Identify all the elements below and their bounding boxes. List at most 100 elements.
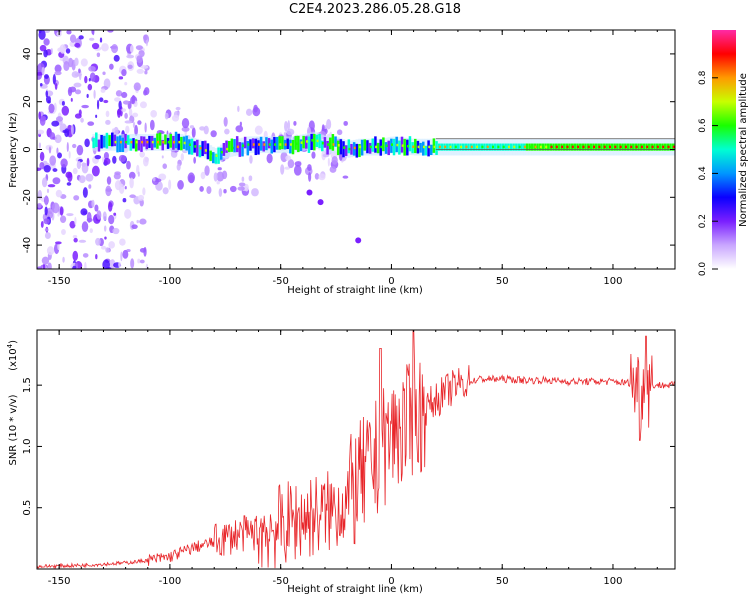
spectrogram-y-axis-label: Frequency (Hz) <box>8 112 19 188</box>
spectrum-blob <box>61 228 66 236</box>
ridge-cell <box>204 140 207 155</box>
ridge-cell <box>451 143 454 151</box>
spectrum-blob <box>124 186 127 190</box>
spectrum-blob <box>39 44 47 52</box>
y-tick-label: -20 <box>22 189 33 205</box>
x-tick-label: 50 <box>496 576 509 587</box>
spectrum-blob <box>54 134 62 144</box>
spectrum-blob <box>37 202 42 209</box>
ridge-peak <box>220 150 223 154</box>
ridge-peak <box>454 145 457 149</box>
spectrum-blob <box>327 157 330 167</box>
snr-y-multiplier: (x104) <box>6 340 19 371</box>
ridge-cell <box>174 131 178 149</box>
ridge-peak <box>561 145 564 149</box>
y-tick-label: 0.5 <box>22 500 33 516</box>
ridge-cell <box>427 140 430 157</box>
spectrum-blob <box>224 128 230 135</box>
ridge-peak <box>497 145 500 149</box>
ridge-peak <box>369 145 372 149</box>
ridge-cell <box>584 143 587 151</box>
x-tick-label: -150 <box>48 276 71 287</box>
spectrum-blob <box>38 142 42 149</box>
ridge-peak <box>385 144 388 148</box>
spectrum-blob <box>68 150 71 159</box>
spectrum-blob <box>129 194 136 199</box>
ridge-cell <box>100 134 103 149</box>
spectrum-blob <box>44 232 51 239</box>
ridge-peak <box>188 143 191 146</box>
spectrum-blob <box>39 82 43 87</box>
spectrum-blob <box>149 119 155 131</box>
ridge-peak <box>534 145 537 149</box>
spectrum-blob <box>81 221 89 233</box>
ridge-peak <box>476 145 479 149</box>
spectrum-blob <box>48 146 52 154</box>
ridge-cell <box>212 152 215 164</box>
snr-panel: -150 -100 -50 0 50 100 0.5 1.0 1.5 Height of st… <box>6 329 676 595</box>
ridge-cell <box>209 150 212 161</box>
spectrum-blob <box>122 249 129 259</box>
spectrum-blob <box>118 261 121 268</box>
ridge-cell <box>92 138 95 149</box>
ridge-peak <box>646 145 649 149</box>
ridge-cell <box>313 133 316 151</box>
spectrum-blob <box>287 159 295 169</box>
spectrum-blob <box>284 120 288 132</box>
spectrum-blob <box>307 164 312 171</box>
ridge-cell <box>461 143 465 151</box>
spectrum-blob <box>217 167 222 171</box>
ridge-cell <box>472 143 476 151</box>
ridge-cell <box>328 137 332 150</box>
ridge-cell <box>230 138 234 152</box>
ridge-peak <box>242 144 245 147</box>
spectrum-blob <box>66 30 72 35</box>
spectrum-blob <box>118 76 124 80</box>
ridge-cell <box>360 139 364 156</box>
ridge-cell <box>302 135 305 149</box>
spectrum-blob <box>55 241 62 245</box>
spectrum-blob <box>218 188 223 197</box>
ridge-cell <box>336 140 340 156</box>
ridge-cell <box>669 143 672 151</box>
ridge-peak <box>364 145 367 149</box>
figure-title: C2E4.2023.286.05.28.G18 <box>288 2 462 17</box>
spectrum-blob <box>126 160 131 170</box>
ridge-cell <box>110 132 114 147</box>
ridge-peak <box>513 145 516 149</box>
ridge-cell <box>126 135 130 145</box>
ridge-cell <box>371 138 375 152</box>
ridge-peak <box>566 145 569 149</box>
spectrum-blob <box>74 42 81 48</box>
spectrum-blob <box>285 155 291 161</box>
ridge-peak <box>130 140 133 144</box>
ridge-peak <box>523 145 526 149</box>
spectrum-blob <box>188 174 195 183</box>
snr-series-line <box>37 330 675 569</box>
spectrum-blob <box>120 251 123 262</box>
ridge-cell <box>161 139 164 151</box>
ridge-cell <box>219 147 223 160</box>
ridge-peak <box>210 152 213 156</box>
spectrum-blob <box>55 189 63 198</box>
ridge-cell <box>408 136 412 152</box>
spectrum-blob <box>119 238 126 246</box>
ridge-peak <box>300 141 303 144</box>
spectrum-blob <box>229 185 237 193</box>
spectrum-blob <box>43 74 49 79</box>
ridge-cell <box>334 136 337 147</box>
spectrum-blob <box>126 54 135 59</box>
spectrum-blob <box>72 234 78 239</box>
spectrum-blob <box>103 225 107 232</box>
ridge-cell <box>504 143 507 151</box>
x-tick-label: -50 <box>273 276 289 287</box>
ridge-peak <box>173 140 176 144</box>
spectrogram-x-ticks: -150 -100 -50 0 50 100 <box>36 30 658 287</box>
ridge-cell <box>632 143 635 151</box>
spectrum-blob <box>91 199 95 208</box>
ridge-peak <box>545 145 548 149</box>
spectrum-blob <box>150 110 157 118</box>
spectrum-secondary-blob <box>355 237 362 244</box>
spectrum-blob <box>294 161 302 167</box>
spectrum-blob <box>72 167 78 175</box>
